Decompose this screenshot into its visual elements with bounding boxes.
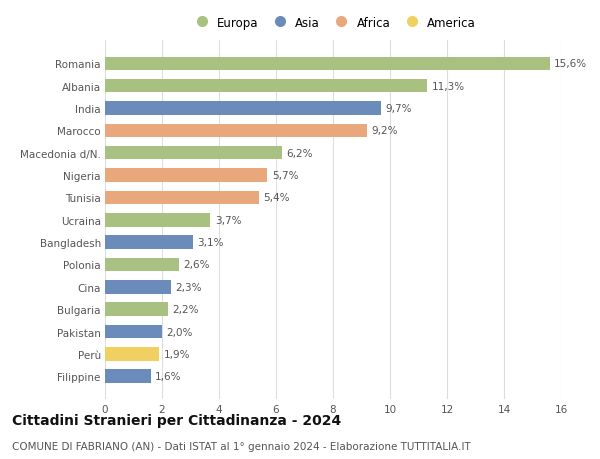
Bar (105, 57, 550, 71)
Text: 2,2%: 2,2% (172, 304, 199, 314)
Text: COMUNE DI FABRIANO (AN) - Dati ISTAT al 1° gennaio 2024 - Elaborazione TUTTITALI: COMUNE DI FABRIANO (AN) - Dati ISTAT al … (12, 441, 471, 451)
Bar (105, 236, 193, 249)
Text: 9,2%: 9,2% (371, 126, 398, 136)
Bar (105, 147, 282, 160)
Text: 5,4%: 5,4% (263, 193, 290, 203)
Text: 9,7%: 9,7% (386, 104, 412, 114)
Text: 2,0%: 2,0% (166, 327, 193, 337)
Text: 3,7%: 3,7% (215, 215, 241, 225)
Bar (105, 124, 367, 138)
Bar (105, 191, 259, 205)
Legend: Europa, Asia, Africa, America: Europa, Asia, Africa, America (188, 14, 478, 32)
Text: 2,6%: 2,6% (184, 260, 210, 270)
Bar (105, 258, 179, 272)
Text: 6,2%: 6,2% (286, 148, 313, 158)
Bar (105, 325, 162, 338)
Text: 3,1%: 3,1% (197, 238, 224, 247)
Bar (105, 213, 211, 227)
Text: 11,3%: 11,3% (431, 82, 464, 91)
Text: 1,9%: 1,9% (163, 349, 190, 359)
Text: 2,3%: 2,3% (175, 282, 202, 292)
Text: Cittadini Stranieri per Cittadinanza - 2024: Cittadini Stranieri per Cittadinanza - 2… (12, 413, 341, 427)
Bar (105, 303, 168, 316)
Bar (105, 280, 170, 294)
Bar (105, 169, 268, 182)
Text: 15,6%: 15,6% (554, 59, 587, 69)
Bar (105, 80, 427, 93)
Bar (105, 102, 382, 116)
Bar (105, 369, 151, 383)
Text: 1,6%: 1,6% (155, 371, 181, 381)
Bar (105, 347, 159, 361)
Text: 5,7%: 5,7% (272, 171, 298, 181)
